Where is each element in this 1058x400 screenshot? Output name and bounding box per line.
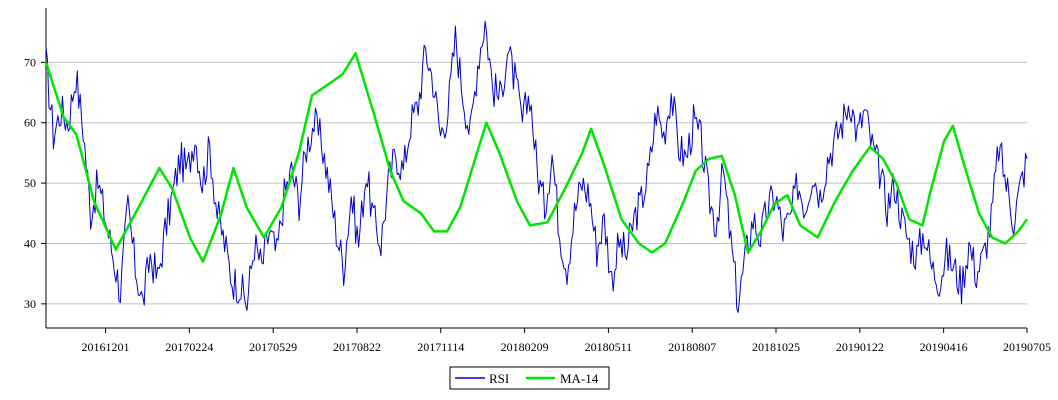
x-tick-label: 20190416 <box>920 340 968 354</box>
y-axis-ticks: 30 40 50 60 70 <box>24 55 46 311</box>
legend: RSI MA-14 <box>449 366 610 390</box>
x-tick-label: 20190705 <box>1003 340 1051 354</box>
legend-label-rsi: RSI <box>489 371 509 386</box>
legend-label-ma14: MA-14 <box>560 371 599 386</box>
series-layer <box>44 20 1028 313</box>
x-tick-label: 20180807 <box>668 340 716 354</box>
x-tick-label: 20180511 <box>585 340 633 354</box>
x-tick-label: 20180209 <box>501 340 549 354</box>
y-tick-label: 40 <box>24 236 36 250</box>
series-line-rsi <box>45 20 1028 313</box>
x-axis-ticks: 20161201 20170224 20170529 20170822 20171114… <box>82 328 1051 354</box>
y-tick-label: 50 <box>24 176 36 190</box>
x-tick-label: 20181025 <box>752 340 800 354</box>
y-tick-label: 70 <box>24 55 36 69</box>
x-tick-label: 20170822 <box>333 340 381 354</box>
x-tick-label: 20161201 <box>82 340 130 354</box>
x-tick-label: 20170224 <box>165 340 213 354</box>
x-tick-label: 20190122 <box>836 340 884 354</box>
y-tick-label: 60 <box>24 116 36 130</box>
x-tick-label: 20171114 <box>417 340 464 354</box>
axes <box>45 8 1027 329</box>
y-tick-label: 30 <box>24 297 36 311</box>
x-tick-label: 20170529 <box>249 340 297 354</box>
series-line-ma14 <box>44 52 1028 263</box>
